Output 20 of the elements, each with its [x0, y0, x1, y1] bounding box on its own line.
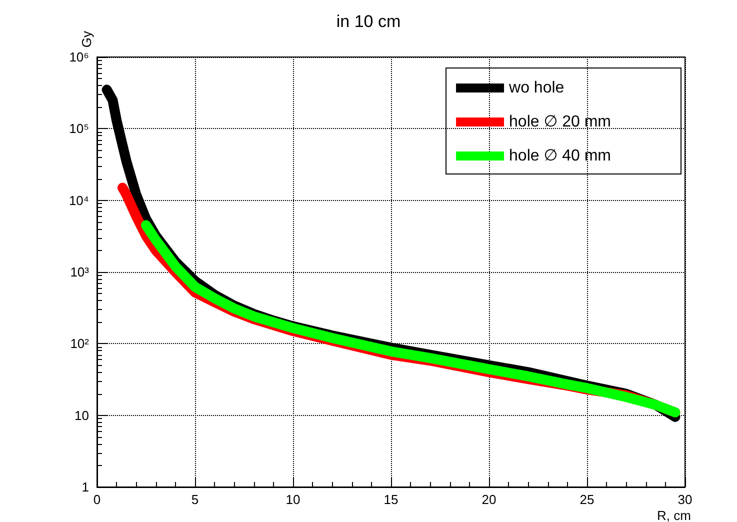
- x-tick-label: 5: [191, 492, 199, 507]
- x-tick-label: 25: [580, 492, 594, 507]
- x-tick-label: 10: [286, 492, 300, 507]
- x-tick-label: 0: [93, 492, 101, 507]
- legend-label: hole ∅ 20 mm: [509, 114, 612, 130]
- y-tick-label: 10⁴: [68, 192, 89, 208]
- y-tick-label: 10²: [70, 336, 90, 352]
- y-tick-label: 1: [82, 480, 89, 494]
- y-tick-label: 10³: [70, 264, 90, 280]
- x-tick-label: 15: [384, 492, 398, 507]
- y-tick-label: 10⁶: [69, 50, 89, 64]
- x-tick-label: 30: [678, 492, 692, 507]
- chart-title: in 10 cm: [336, 12, 401, 31]
- y-tick-label: 10: [74, 408, 89, 423]
- y-axis-title: Gy: [79, 30, 94, 48]
- x-axis-title: R, cm: [657, 508, 691, 522]
- legend-label: hole ∅ 40 mm: [509, 148, 612, 164]
- x-tick-label: 20: [482, 492, 496, 507]
- legend-label: wo hole: [508, 80, 564, 96]
- y-tick-label: 10⁵: [69, 121, 89, 136]
